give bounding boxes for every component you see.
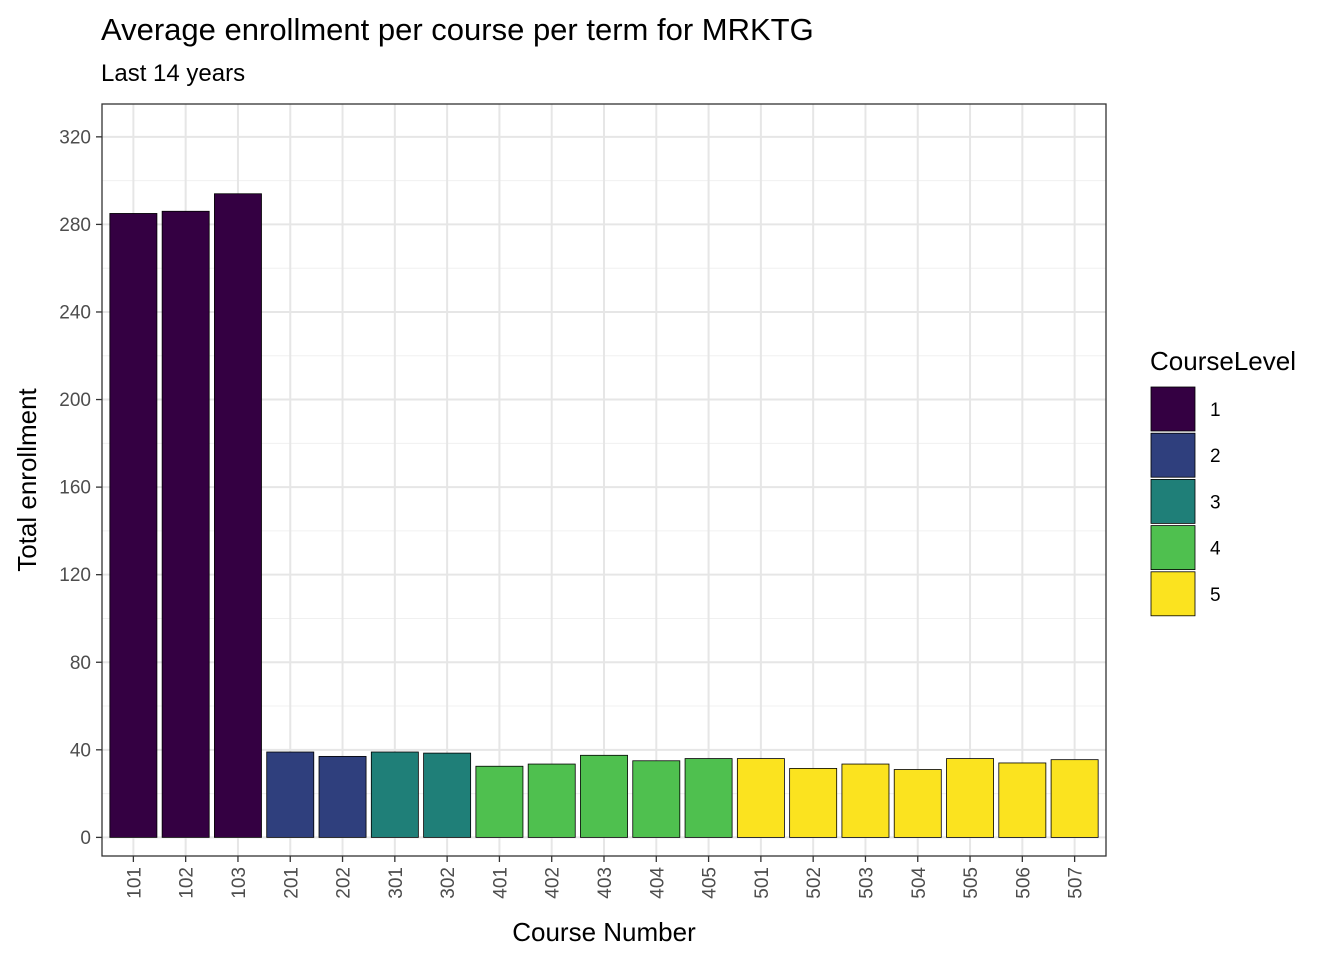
y-tick-label: 40 [70, 740, 91, 761]
x-tick-label: 201 [281, 867, 302, 899]
bar-403 [580, 754, 628, 838]
y-tick-label: 240 [59, 302, 91, 323]
y-tick-label: 200 [59, 390, 91, 411]
x-tick-label: 103 [229, 867, 250, 899]
legend-swatch-1 [1150, 386, 1196, 432]
bar-503 [841, 763, 890, 838]
legend-swatch-3 [1150, 478, 1196, 524]
chart-title: Average enrollment per course per term f… [101, 12, 814, 47]
y-axis: 0 40 80 120 160 200 240 280 320 [59, 127, 102, 849]
x-axis: 101 102 103 201 202 301 302 401 402 403 404 405 501 5… [124, 856, 1087, 899]
x-tick-label: 101 [124, 867, 145, 899]
legend-label-4: 4 [1210, 539, 1221, 560]
bar-103 [214, 193, 262, 838]
x-tick-label: 505 [961, 867, 982, 899]
y-tick-label: 160 [59, 478, 91, 499]
legend-swatch-4 [1150, 525, 1196, 570]
x-tick-label: 202 [334, 867, 355, 899]
x-axis-title: Course Number [512, 917, 696, 947]
y-tick-label: 280 [59, 215, 91, 236]
legend-label-3: 3 [1210, 492, 1221, 513]
bar-301 [370, 751, 419, 838]
legend: CourseLevel 1 2 3 4 5 [1150, 346, 1296, 617]
bar-506 [998, 762, 1047, 838]
x-tick-label: 502 [804, 867, 825, 899]
x-tick-label: 501 [752, 867, 773, 899]
x-tick-label: 402 [543, 867, 564, 899]
y-tick-label: 80 [70, 653, 91, 674]
x-tick-label: 405 [700, 867, 721, 899]
bar-405 [684, 758, 733, 838]
x-tick-label: 503 [856, 867, 877, 899]
y-tick-label: 120 [59, 565, 91, 586]
x-tick-label: 403 [595, 867, 616, 899]
x-tick-label: 404 [647, 867, 668, 899]
x-tick-label: 301 [386, 867, 407, 899]
bar-502 [789, 768, 838, 838]
bar-102 [161, 210, 210, 838]
legend-title: CourseLevel [1150, 346, 1296, 376]
x-tick-label: 401 [490, 867, 511, 899]
bar-101 [109, 213, 158, 838]
legend-swatch-5 [1150, 571, 1196, 617]
x-tick-label: 102 [177, 867, 198, 899]
bars [109, 193, 1099, 838]
legend-label-5: 5 [1210, 585, 1221, 606]
x-tick-label: 302 [438, 867, 459, 899]
bar-202 [318, 755, 367, 838]
x-tick-label: 504 [909, 867, 930, 899]
bar-302 [423, 752, 472, 838]
bar-402 [527, 763, 576, 838]
bar-507 [1050, 759, 1099, 838]
bar-504 [893, 769, 942, 838]
bar-201 [266, 751, 315, 838]
bar-404 [632, 760, 681, 838]
chart-subtitle: Last 14 years [101, 60, 245, 87]
x-tick-label: 507 [1066, 867, 1087, 899]
legend-label-1: 1 [1210, 400, 1221, 421]
bar-501 [736, 758, 785, 838]
y-tick-label: 320 [59, 127, 91, 148]
y-axis-title: Total enrollment [12, 387, 42, 571]
legend-swatch-2 [1150, 432, 1196, 478]
bar-401 [475, 765, 524, 838]
legend-label-2: 2 [1210, 446, 1221, 467]
bar-505 [946, 758, 994, 838]
x-tick-label: 506 [1013, 867, 1034, 899]
y-tick-label: 0 [80, 828, 91, 849]
